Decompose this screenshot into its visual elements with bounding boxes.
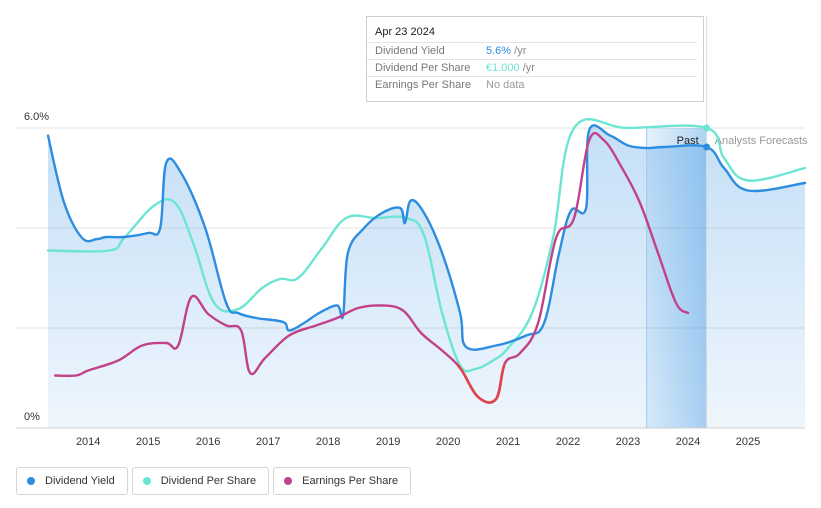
tooltip-date: Apr 23 2024 xyxy=(375,26,435,38)
x-tick-label: 2017 xyxy=(256,436,280,448)
x-tick-label: 2025 xyxy=(736,436,760,448)
chart-area: Past Analysts Forecasts 6.0% 0% 2014 2015 201… xyxy=(16,16,808,448)
marker-dividend-per-share xyxy=(703,124,711,132)
y-tick-label: 6.0% xyxy=(24,111,49,123)
past-label: Past xyxy=(677,135,699,147)
marker-dividend-yield xyxy=(703,143,711,151)
tooltip-label: Earnings Per Share xyxy=(375,79,471,91)
x-tick-label: 2016 xyxy=(196,436,220,448)
yield-area-fill xyxy=(48,125,805,428)
axes: 6.0% 0% 2014 2015 2016 2017 2018 2019 2020 2021 20… xyxy=(16,111,805,448)
x-tick-label: 2019 xyxy=(376,436,400,448)
legend-dot-icon xyxy=(284,477,293,485)
series-line-dividend-yield xyxy=(46,124,807,351)
yield-area xyxy=(48,125,805,428)
tooltip-markers xyxy=(703,124,711,151)
series-line-earnings-per-share xyxy=(54,131,690,404)
tooltip-suffix: /yr xyxy=(511,45,527,57)
legend-label: Dividend Per Share xyxy=(160,475,257,487)
series-line-dividend-per-share xyxy=(46,118,807,373)
tooltip-row-dividend-yield: Dividend Yield 5.6% /yr xyxy=(367,42,697,60)
x-tick-label: 2014 xyxy=(76,436,100,448)
x-tick-label: 2022 xyxy=(556,436,580,448)
legend-label: Earnings Per Share xyxy=(302,475,399,487)
tooltip-value: €1.000 xyxy=(486,62,520,74)
tooltip-suffix: /yr xyxy=(519,62,535,74)
chart-tooltip: Apr 23 2024 Dividend Yield 5.6% /yr Divi… xyxy=(366,16,704,102)
legend-earnings-per-share[interactable]: Earnings Per Share xyxy=(273,467,412,495)
legend-dot-icon xyxy=(142,477,151,485)
tooltip-label: Dividend Yield xyxy=(375,45,445,57)
y-tick-label: 0% xyxy=(24,411,40,423)
tooltip-label: Dividend Per Share xyxy=(375,62,471,74)
x-tick-label: 2020 xyxy=(436,436,460,448)
x-tick-label: 2018 xyxy=(316,436,340,448)
x-tick-label: 2021 xyxy=(496,436,520,448)
eps-line xyxy=(54,131,690,404)
forecast-label: Analysts Forecasts xyxy=(715,135,808,147)
series-lines xyxy=(46,118,807,404)
legend-dividend-yield[interactable]: Dividend Yield xyxy=(16,467,128,495)
tooltip-value: 5.6% xyxy=(486,45,512,57)
tooltip-row-dividend-per-share: Dividend Per Share €1.000 /yr xyxy=(367,59,697,77)
legend-label: Dividend Yield xyxy=(45,475,115,487)
tooltip-value: No data xyxy=(486,79,525,91)
x-tick-label: 2023 xyxy=(616,436,640,448)
legend-dot-icon xyxy=(27,477,35,485)
x-tick-label: 2024 xyxy=(676,436,700,448)
tooltip-row-earnings-per-share: Earnings Per Share No data xyxy=(367,76,697,94)
past-highlight: Past Analysts Forecasts xyxy=(646,16,808,428)
legend-dividend-per-share[interactable]: Dividend Per Share xyxy=(131,467,270,495)
past-band xyxy=(646,128,707,428)
x-tick-label: 2015 xyxy=(136,436,160,448)
